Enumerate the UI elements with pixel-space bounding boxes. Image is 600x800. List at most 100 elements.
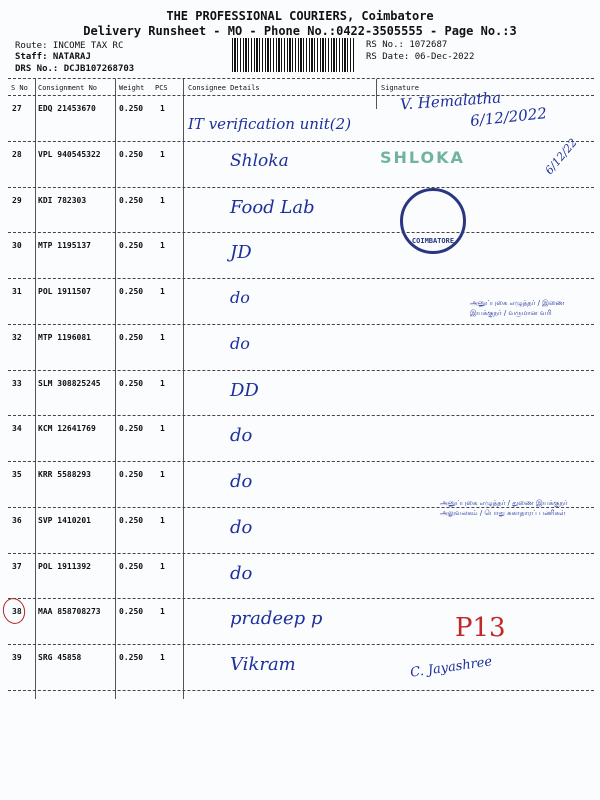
cell-pcs: 1: [160, 515, 165, 525]
route: Route: INCOME TAX RC: [15, 41, 124, 51]
runsheet-subtitle: Delivery Runsheet - MO - Phone No.:0422-…: [83, 24, 517, 38]
cell-cons: KDI 782303: [38, 195, 87, 205]
cell-cons: KCM 12641769: [38, 424, 96, 434]
row-divider: [8, 232, 594, 234]
row-divider: [8, 598, 594, 600]
row-divider: [8, 552, 594, 554]
cell-pcs: 1: [160, 332, 165, 342]
cell-cons: SLM 308825245: [38, 378, 101, 388]
cell-pcs: 1: [160, 149, 165, 159]
consignee-handwriting: IT verification unit(2): [188, 115, 352, 133]
cell-sno: 32: [12, 332, 22, 342]
row-divider: [8, 140, 594, 142]
row-divider: [8, 689, 594, 691]
circle-mark: [0, 595, 28, 627]
consignee-handwriting: Vikram: [230, 654, 296, 675]
date-28: 6/12/22: [542, 136, 580, 177]
consignee-handwriting: Food Lab: [230, 196, 315, 218]
cell-cons: KRR 5588293: [38, 470, 91, 479]
cell-sno: 38: [12, 607, 22, 617]
cell-weight: 0.250: [119, 561, 144, 571]
row-divider: [8, 278, 594, 279]
cell-sno: 29: [12, 195, 22, 205]
consignee-handwriting: do: [230, 562, 253, 584]
row-divider: [8, 644, 594, 645]
column-divider: [35, 79, 36, 699]
cell-sno: 36: [12, 515, 22, 525]
cell-pcs: 1: [160, 287, 165, 296]
cell-sno: 39: [12, 653, 22, 662]
consignee-handwriting: DD: [230, 379, 259, 401]
rs-date: RS Date: 06-Dec-2022: [366, 52, 475, 62]
cell-pcs: 1: [160, 378, 165, 388]
cell-cons: MAA 858708273: [38, 607, 101, 617]
header-divider: [8, 78, 594, 79]
barcode: [232, 38, 354, 72]
staff: Staff: NATARAJ: [15, 52, 91, 62]
cell-pcs: 1: [160, 470, 165, 479]
cell-weight: 0.250: [119, 424, 144, 434]
row-divider: [8, 95, 594, 96]
cell-sno: 30: [12, 241, 22, 251]
cell-sno: 35: [12, 470, 22, 479]
col-signature: Signature: [381, 84, 419, 92]
cell-pcs: 1: [160, 607, 165, 617]
col-pcs: PCS: [155, 84, 168, 92]
cell-weight: 0.250: [119, 241, 144, 251]
cell-weight: 0.250: [119, 515, 144, 525]
col-weight: Weight: [119, 84, 145, 92]
col-consignee: Consignee Details: [188, 84, 260, 92]
signature-39: C. Jayashree: [409, 654, 494, 681]
cell-weight: 0.250: [119, 287, 144, 296]
signature-38: P13: [455, 613, 506, 643]
cell-weight: 0.250: [119, 470, 144, 479]
consignee-handwriting: do: [230, 333, 250, 353]
cell-cons: POL 1911392: [38, 561, 91, 571]
cell-sno: 27: [12, 104, 22, 113]
cell-sno: 28: [12, 149, 22, 159]
cell-pcs: 1: [160, 104, 165, 113]
cell-sno: 31: [12, 287, 22, 296]
cell-sno: 33: [12, 378, 22, 388]
cell-weight: 0.250: [119, 104, 144, 113]
cell-sno: 37: [12, 561, 22, 571]
consignee-handwriting: do: [230, 471, 253, 492]
cell-sno: 34: [12, 424, 22, 434]
consignee-handwriting: Shloka: [230, 150, 289, 171]
consignee-handwriting: do: [230, 425, 253, 447]
cell-weight: 0.250: [119, 378, 144, 388]
cell-weight: 0.250: [119, 653, 144, 662]
tamil-stamp-2: அனுப்புகை எழுத்தர் / துணை இயக்குநர் அலுவ…: [440, 499, 568, 517]
column-divider: [115, 79, 116, 699]
rs-number: RS No.: 1072687: [366, 40, 448, 50]
col-consignment: Consignment No: [38, 84, 98, 92]
cell-cons: SVP 1410201: [38, 515, 91, 525]
row-divider: [8, 461, 594, 462]
company-title: THE PROFESSIONAL COURIERS, Coimbatore: [166, 9, 434, 23]
cell-weight: 0.250: [119, 332, 144, 342]
cell-cons: MTP 1195137: [38, 241, 91, 251]
column-divider: [376, 79, 377, 109]
cell-pcs: 1: [160, 195, 165, 205]
consignee-handwriting: do: [230, 516, 253, 538]
row-divider: [8, 186, 594, 188]
consignee-handwriting: pradeep p: [230, 608, 323, 630]
tamil-stamp-1: அனுப்புகை எழுத்தர் / இணை இயக்குநர் / வரு…: [470, 299, 565, 317]
shloka-stamp: SHLOKA: [380, 148, 465, 167]
cell-cons: SRG 45858: [38, 653, 82, 662]
cell-weight: 0.250: [119, 149, 144, 159]
cell-pcs: 1: [160, 424, 165, 434]
cell-cons: VPL 940545322: [38, 149, 101, 159]
cell-pcs: 1: [160, 561, 165, 571]
cell-cons: EDQ 21453670: [38, 104, 96, 113]
cell-weight: 0.250: [119, 607, 144, 617]
row-divider: [8, 369, 594, 371]
cell-weight: 0.250: [119, 195, 144, 205]
consignee-handwriting: JD: [230, 242, 252, 264]
drs-number: DRS No.: DCJB107268703: [15, 64, 135, 74]
consignee-handwriting: do: [230, 288, 250, 307]
cell-cons: POL 1911507: [38, 287, 91, 296]
row-divider: [8, 506, 594, 508]
row-divider: [8, 415, 594, 417]
